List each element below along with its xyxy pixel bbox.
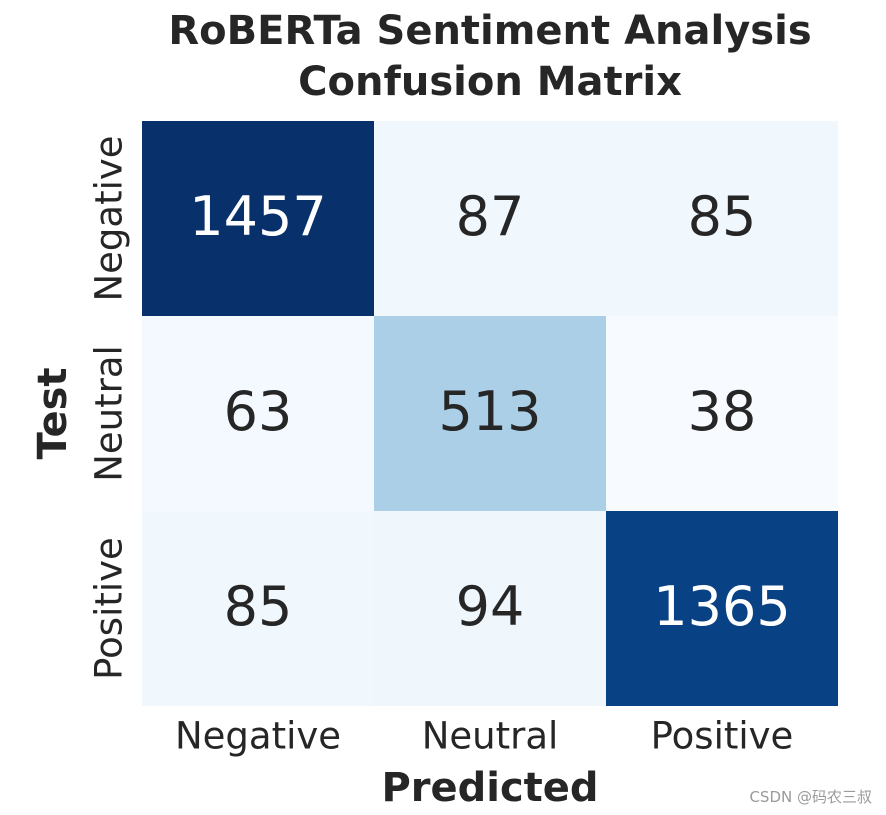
heatmap-cell <box>142 316 374 511</box>
y-tick-label: Negative <box>88 135 131 301</box>
heatmap-cell <box>142 121 374 316</box>
heatmap-cell <box>606 316 838 511</box>
chart-title-line-2: Confusion Matrix <box>298 59 682 105</box>
cell-annotation: 85 <box>224 575 293 638</box>
cell-annotation: 38 <box>688 380 757 443</box>
x-tick-label: Positive <box>651 715 794 758</box>
cell-annotation: 1365 <box>653 575 790 638</box>
chart-title-line-1: RoBERTa Sentiment Analysis <box>168 8 812 54</box>
cell-annotation: 94 <box>456 575 525 638</box>
heatmap-cell <box>374 316 606 511</box>
heatmap-cell <box>142 511 374 706</box>
heatmap-cell <box>606 511 838 706</box>
heatmap-cell <box>374 121 606 316</box>
x-tick-label: Negative <box>175 715 341 758</box>
cell-annotation: 1457 <box>189 185 326 248</box>
cell-annotation: 63 <box>224 380 293 443</box>
cell-annotation: 513 <box>438 380 541 443</box>
cell-annotation: 85 <box>688 185 757 248</box>
y-axis-label: Test <box>30 367 76 459</box>
x-tick-label: Neutral <box>422 715 559 758</box>
y-tick-label: Positive <box>88 537 131 680</box>
watermark-text: CSDN @码农三叔 <box>749 788 872 806</box>
x-axis-label: Predicted <box>381 765 598 811</box>
cell-annotation: 87 <box>456 185 525 248</box>
y-tick-label: Neutral <box>88 345 131 482</box>
heatmap-cell <box>374 511 606 706</box>
heatmap-cell <box>606 121 838 316</box>
